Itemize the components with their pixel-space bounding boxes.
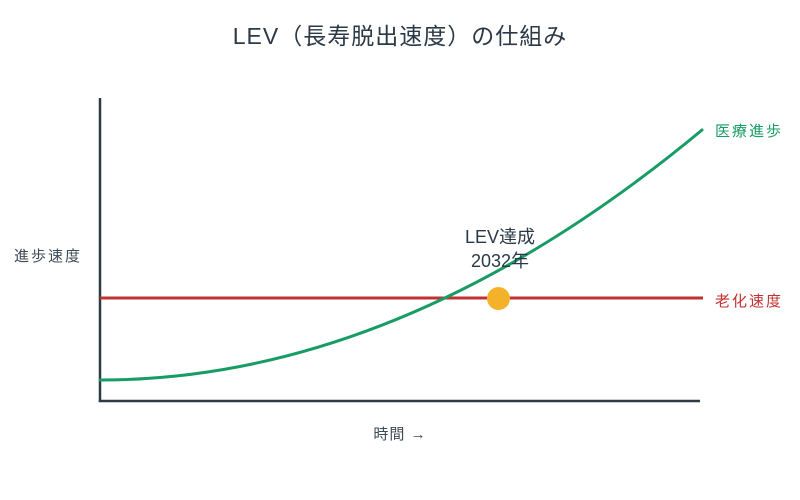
lev-annotation-line1: LEV達成 — [464, 227, 536, 247]
medical-progress-curve — [98, 128, 704, 382]
chart-title: LEV（長寿脱出速度）の仕組み — [232, 23, 568, 49]
y-axis-label: 進歩速度 — [14, 248, 83, 265]
x-axis-label: 時間 → — [373, 426, 427, 443]
lev-annotation-line2: 2032年 — [470, 251, 530, 271]
medical-progress-label: 医療進歩 — [715, 123, 784, 140]
lev-annotation: LEV達成 2032年 — [465, 225, 535, 273]
aging-rate-label: 老化速度 — [715, 293, 784, 310]
lev-point-marker — [487, 287, 510, 310]
